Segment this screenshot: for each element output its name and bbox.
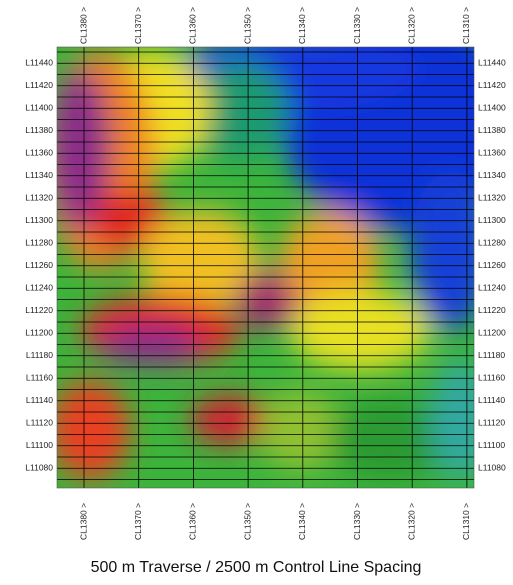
traverse-line-label: L11320	[478, 192, 506, 202]
traverse-line-label: L11280	[478, 237, 506, 247]
traverse-line-label: L11280	[25, 237, 53, 247]
control-line-label: CL1330 >	[352, 503, 362, 540]
control-line-label: CL1310 >	[461, 7, 471, 44]
traverse-line-label: L11440	[478, 57, 506, 67]
control-line-label: CL1380 >	[78, 503, 88, 540]
traverse-line-label: L11400	[478, 102, 506, 112]
traverse-line-label: L11120	[26, 417, 53, 427]
control-line-label: CL1350 >	[242, 503, 252, 540]
traverse-line-label: L11180	[478, 350, 505, 360]
traverse-line-label: L11400	[25, 102, 53, 112]
control-line-label: CL1370 >	[133, 7, 143, 44]
traverse-line-label: L11340	[478, 170, 506, 180]
traverse-line-label: L11340	[25, 170, 53, 180]
control-line-label: CL1320 >	[406, 7, 416, 44]
traverse-line-label: L11200	[25, 327, 53, 337]
traverse-line-label: L11380	[478, 125, 506, 135]
traverse-line-label: L11300	[25, 215, 53, 225]
traverse-line-label: L11360	[478, 147, 506, 157]
traverse-line-label: L11260	[478, 260, 506, 270]
traverse-line-label: L11080	[25, 462, 53, 472]
control-line-label: CL1310 >	[461, 503, 471, 540]
control-line-label: CL1340 >	[297, 7, 307, 44]
control-line-label: CL1380 >	[78, 7, 88, 44]
traverse-line-label: L11200	[478, 327, 506, 337]
traverse-line-label: L11320	[25, 192, 53, 202]
traverse-line-label: L11100	[478, 440, 505, 450]
traverse-line-label: L11360	[25, 147, 53, 157]
traverse-line-label: L11100	[26, 440, 53, 450]
traverse-line-label: L11140	[478, 395, 505, 405]
caption: 500 m Traverse / 2500 m Control Line Spa…	[91, 559, 422, 576]
traverse-line-label: L11180	[26, 350, 53, 360]
traverse-line-label: L11220	[25, 305, 53, 315]
control-line-label: CL1340 >	[297, 503, 307, 540]
traverse-line-label: L11380	[25, 125, 53, 135]
control-line-label: CL1320 >	[406, 503, 416, 540]
traverse-line-label: L11240	[25, 282, 53, 292]
traverse-line-label: L11420	[478, 80, 506, 90]
traverse-line-label: L11240	[478, 282, 506, 292]
control-line-label: CL1370 >	[133, 503, 143, 540]
traverse-line-label: L11220	[478, 305, 506, 315]
colour-grid	[45, 10, 513, 488]
traverse-line-label: L11160	[26, 372, 53, 382]
survey-map: 500 m Traverse / 2500 m Control Line Spa…	[0, 0, 513, 580]
control-line-label: CL1350 >	[242, 7, 252, 44]
traverse-line-label: L11080	[478, 462, 506, 472]
control-line-label: CL1360 >	[188, 7, 198, 44]
traverse-line-label: L11160	[478, 372, 505, 382]
traverse-line-label: L11440	[25, 57, 53, 67]
traverse-line-label: L11420	[25, 80, 53, 90]
traverse-line-label: L11120	[478, 417, 505, 427]
traverse-line-label: L11260	[25, 260, 53, 270]
control-line-label: CL1360 >	[188, 503, 198, 540]
traverse-line-label: L11140	[26, 395, 53, 405]
traverse-line-label: L11300	[478, 215, 506, 225]
control-line-label: CL1330 >	[352, 7, 362, 44]
